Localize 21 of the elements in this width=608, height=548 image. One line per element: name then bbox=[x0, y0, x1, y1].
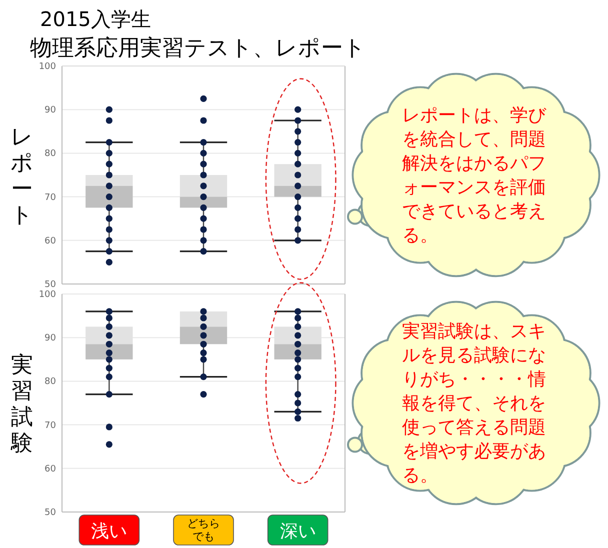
x-tick-label: 浅い bbox=[91, 521, 128, 542]
x-tick-label: どちらでも bbox=[187, 517, 220, 543]
text: レポートは、学びを統合して、問題解決をはかるパフォーマンスを評価できていると考える。 bbox=[402, 105, 547, 246]
y-tick-label: 70 bbox=[44, 420, 56, 431]
y-tick-label: 60 bbox=[44, 236, 56, 246]
y-tick-label: 90 bbox=[44, 334, 56, 344]
y-axis-title: 実習試験 bbox=[10, 353, 33, 456]
chart-title: 2015入学生 bbox=[40, 7, 151, 31]
y-tick-label: 80 bbox=[44, 377, 56, 388]
y-axis-title: レポート bbox=[10, 125, 34, 228]
y-tick-label: 60 bbox=[44, 464, 56, 474]
y-tick-label: 50 bbox=[44, 508, 56, 518]
chart-subtitle: 物理系応用実習テスト、レポート bbox=[30, 36, 366, 61]
y-tick-label: 100 bbox=[38, 62, 56, 72]
y-tick-label: 70 bbox=[44, 192, 56, 203]
y-tick-label: 80 bbox=[44, 149, 56, 160]
x-tick-label: 深い bbox=[280, 521, 316, 542]
y-tick-label: 90 bbox=[44, 106, 56, 116]
text: 実習試験は、スキルを見る試験になりがち・・・・情報を得て、それを使って答える問題を増やす必要がある。 bbox=[402, 321, 546, 486]
y-tick-label: 100 bbox=[38, 290, 56, 300]
y-tick-label: 50 bbox=[44, 280, 56, 290]
